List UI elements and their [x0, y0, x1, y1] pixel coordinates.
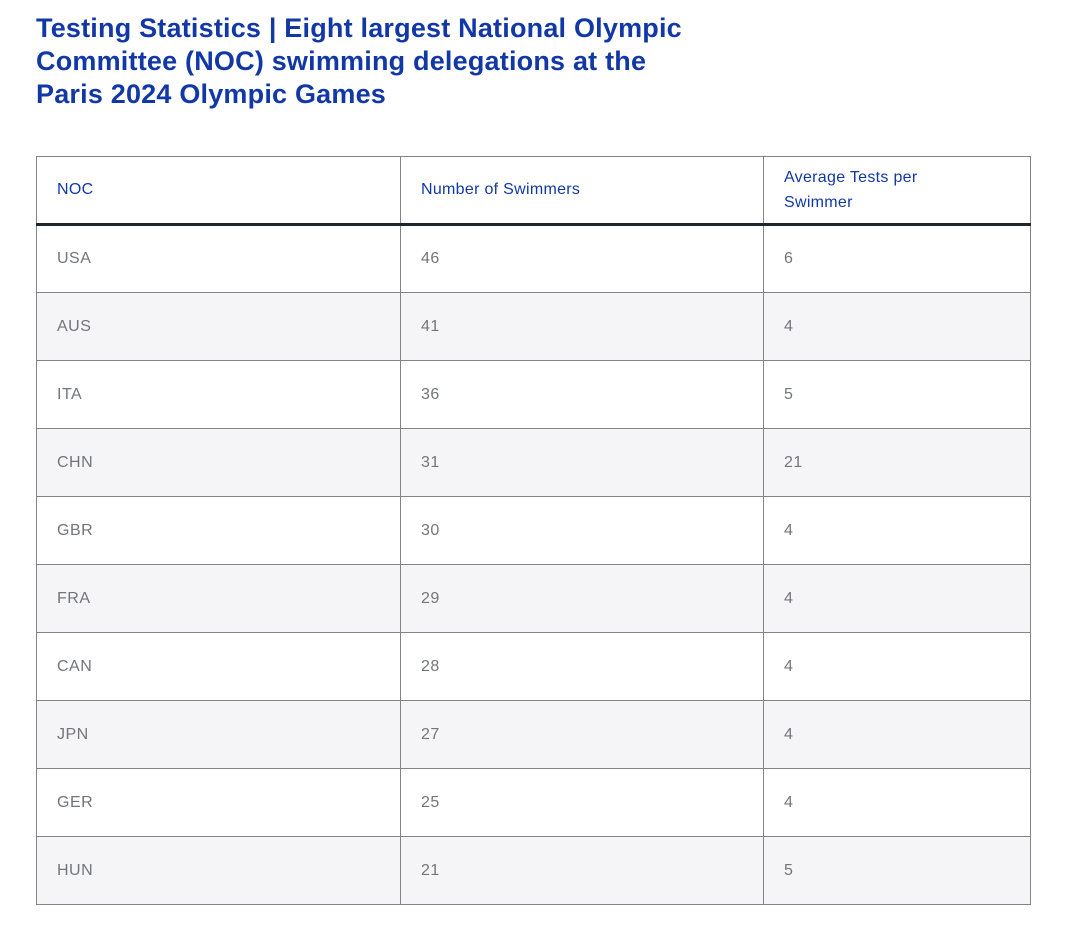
- table-row: ITA 36 5: [36, 360, 1031, 429]
- testing-statistics-table: NOC Number of Swimmers Average Tests per…: [36, 156, 1031, 905]
- cell-noc: CHN: [36, 428, 401, 497]
- table-row: CHN 31 21: [36, 428, 1031, 497]
- cell-noc: HUN: [36, 836, 401, 905]
- cell-number-of-swimmers: 46: [400, 224, 764, 293]
- table-row: FRA 29 4: [36, 564, 1031, 633]
- cell-average-tests-per-swimmer: 6: [763, 224, 1031, 293]
- table-header-row: NOC Number of Swimmers Average Tests per…: [36, 156, 1031, 226]
- cell-noc: JPN: [36, 700, 401, 769]
- cell-noc: USA: [36, 224, 401, 293]
- cell-average-tests-per-swimmer: 4: [763, 564, 1031, 633]
- page-title-line-2: Committee (NOC) swimming delegations at …: [36, 46, 647, 76]
- cell-number-of-swimmers: 30: [400, 496, 764, 565]
- cell-noc: GBR: [36, 496, 401, 565]
- cell-average-tests-per-swimmer: 5: [763, 360, 1031, 429]
- column-header-number-of-swimmers: Number of Swimmers: [400, 156, 764, 226]
- cell-average-tests-per-swimmer: 4: [763, 632, 1031, 701]
- cell-average-tests-per-swimmer: 4: [763, 768, 1031, 837]
- table-row: GER 25 4: [36, 768, 1031, 837]
- table-body: USA 46 6 AUS 41 4 ITA 36 5 CHN 31 21 GBR…: [36, 224, 1031, 905]
- column-header-average-tests-label: Average Tests per Swimmer: [784, 169, 918, 211]
- table-row: GBR 30 4: [36, 496, 1031, 565]
- cell-average-tests-per-swimmer: 5: [763, 836, 1031, 905]
- cell-average-tests-per-swimmer: 4: [763, 700, 1031, 769]
- table-row: CAN 28 4: [36, 632, 1031, 701]
- cell-noc: CAN: [36, 632, 401, 701]
- cell-number-of-swimmers: 25: [400, 768, 764, 837]
- table-row: USA 46 6: [36, 224, 1031, 293]
- cell-number-of-swimmers: 31: [400, 428, 764, 497]
- cell-number-of-swimmers: 21: [400, 836, 764, 905]
- cell-noc: AUS: [36, 292, 401, 361]
- cell-number-of-swimmers: 41: [400, 292, 764, 361]
- cell-number-of-swimmers: 27: [400, 700, 764, 769]
- cell-noc: FRA: [36, 564, 401, 633]
- cell-noc: ITA: [36, 360, 401, 429]
- cell-number-of-swimmers: 29: [400, 564, 764, 633]
- cell-average-tests-per-swimmer: 21: [763, 428, 1031, 497]
- page-title-line-3: Paris 2024 Olympic Games: [36, 79, 387, 109]
- page-title-line-1: Testing Statistics | Eight largest Natio…: [36, 13, 682, 43]
- table-row: JPN 27 4: [36, 700, 1031, 769]
- cell-average-tests-per-swimmer: 4: [763, 496, 1031, 565]
- cell-average-tests-per-swimmer: 4: [763, 292, 1031, 361]
- table-row: HUN 21 5: [36, 836, 1031, 905]
- page-title: Testing Statistics | Eight largest Natio…: [36, 12, 1030, 111]
- column-header-average-tests-per-swimmer: Average Tests per Swimmer: [763, 156, 1031, 226]
- cell-number-of-swimmers: 28: [400, 632, 764, 701]
- table-row: AUS 41 4: [36, 292, 1031, 361]
- cell-noc: GER: [36, 768, 401, 837]
- column-header-noc: NOC: [36, 156, 401, 226]
- cell-number-of-swimmers: 36: [400, 360, 764, 429]
